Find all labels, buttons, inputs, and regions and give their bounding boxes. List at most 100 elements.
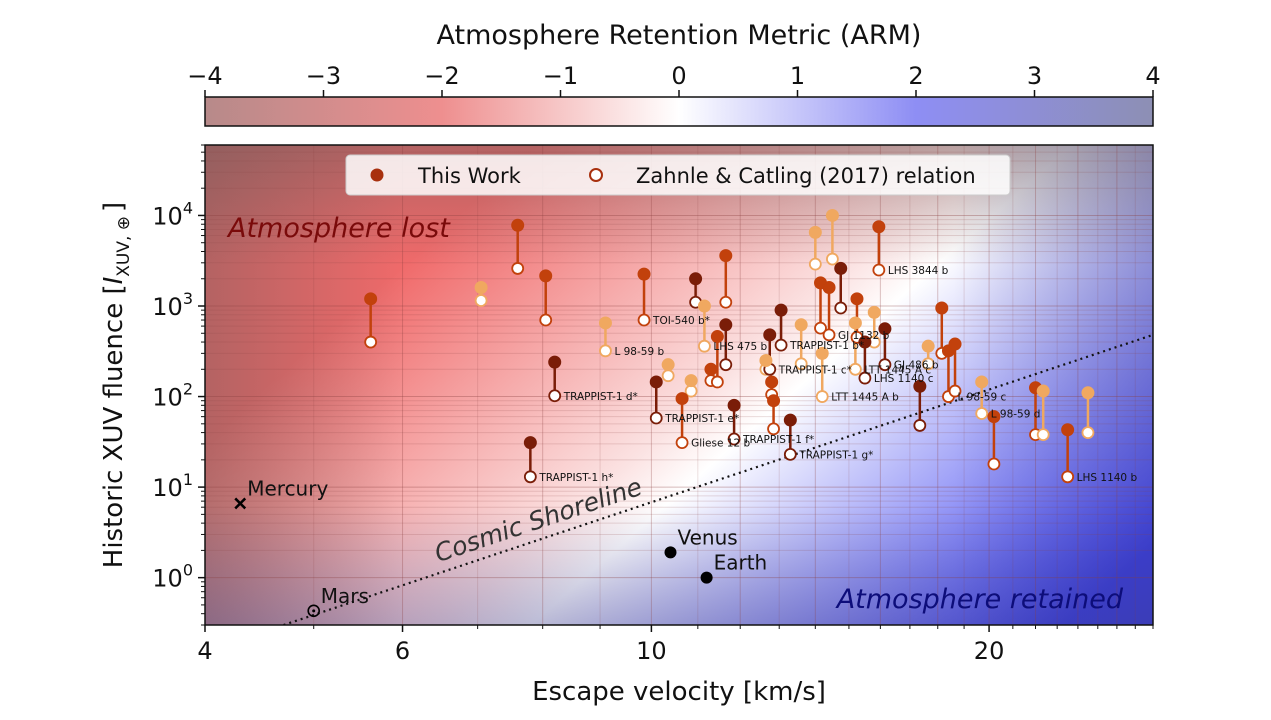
this-work-point <box>649 375 663 389</box>
planet-label: LHS 1140 c <box>874 373 934 385</box>
legend-zahnle-label: Zahnle & Catling (2017) relation <box>636 164 976 188</box>
planet-label: TRAPPIST-1 f* <box>742 434 814 446</box>
zahnle-point <box>364 335 378 349</box>
planet-label: LTT 1445 A b <box>831 392 899 404</box>
colorbar-tick-label: 4 <box>1145 62 1160 90</box>
this-work-point <box>763 328 777 342</box>
colorbar-tick-label: 1 <box>790 62 805 90</box>
zahnle-point <box>783 447 797 461</box>
zahnle-point <box>822 328 836 342</box>
this-work-point <box>661 358 675 372</box>
x-tick-label: 6 <box>395 637 410 665</box>
this-work-point <box>511 218 525 232</box>
plot-frame <box>204 144 1154 626</box>
legend-this-work-marker <box>370 168 384 182</box>
zahnle-point <box>921 357 935 371</box>
this-work-point <box>935 301 949 315</box>
zahnle-point <box>1081 426 1095 439</box>
zahnle-point <box>599 344 612 358</box>
zahnle-point <box>719 295 733 309</box>
legend: This Work Zahnle & Catling (2017) relati… <box>345 154 1011 196</box>
planet-label: TRAPPIST-1 c* <box>778 364 852 376</box>
planet-label: LHS 3844 b <box>888 265 949 277</box>
zahnle-point <box>661 369 675 383</box>
this-work-point <box>987 410 1001 424</box>
zahnle-point <box>872 263 886 277</box>
legend-box <box>345 154 1011 196</box>
x-axis-label: Escape velocity [km/s] <box>532 677 826 707</box>
this-work-point <box>539 269 553 283</box>
planet-label: TRAPPIST-1 d* <box>563 391 638 403</box>
y-axis-label: Historic XUV fluence [IXUV, ⊕] <box>99 202 134 568</box>
solar-body-label: Mercury <box>247 476 328 500</box>
zahnle-point <box>848 362 862 376</box>
this-work-point <box>767 394 781 408</box>
zahnle-point <box>548 389 562 403</box>
this-work-point <box>921 339 935 353</box>
zahnle-point <box>675 436 689 450</box>
zahnle-point <box>878 358 892 372</box>
colorbar-tick-label: 3 <box>1027 62 1042 90</box>
zahnle-point <box>858 371 872 385</box>
legend-zahnle-marker <box>589 168 603 182</box>
planet-label: L 98-59 d <box>991 408 1041 420</box>
colorbar-tick-label: 2 <box>908 62 923 90</box>
this-work-point <box>765 375 779 389</box>
this-work-point <box>1036 384 1050 398</box>
this-work-point <box>523 436 537 450</box>
zahnle-point <box>815 390 829 403</box>
this-work-point <box>948 337 962 351</box>
planet-label: TRAPPIST-1 b* <box>789 340 864 352</box>
this-work-point <box>710 330 724 344</box>
atmosphere-retained-label: Atmosphere retained <box>835 584 1124 615</box>
this-work-point <box>697 299 711 313</box>
y-tick-label: 104 <box>152 198 193 230</box>
colorbar-tick-label: −2 <box>424 62 459 90</box>
zahnle-point <box>987 457 1001 471</box>
solar-body-marker <box>700 571 713 584</box>
zahnle-point <box>637 313 651 327</box>
shoreline-line <box>283 333 1153 625</box>
planet-label: GJ 486 b <box>894 360 939 372</box>
legend-this-work-label: This Work <box>417 164 522 188</box>
this-work-point <box>1061 423 1075 437</box>
zahnle-point <box>767 422 780 436</box>
planet-label: Gliese 12 b <box>691 438 750 450</box>
this-work-point <box>822 281 836 295</box>
this-work-point <box>598 316 612 330</box>
planet-label: LHS 1140 b <box>1077 472 1138 484</box>
solar-body-label: Mars <box>321 584 369 608</box>
x-tick-label: 4 <box>197 637 212 665</box>
this-work-point <box>1081 386 1095 400</box>
this-work-point <box>689 272 703 286</box>
this-work-point <box>675 392 689 406</box>
this-work-point <box>704 362 718 376</box>
zahnle-point <box>474 294 488 307</box>
solar-body-label: Earth <box>714 551 768 575</box>
colorbar-tick-label: −4 <box>187 62 222 90</box>
x-tick-label: 20 <box>974 637 1005 665</box>
zahnle-point <box>727 432 741 446</box>
planet-label: TRAPPIST-1 g* <box>798 449 873 461</box>
zahnle-point <box>975 407 989 420</box>
zahnle-point <box>808 257 822 271</box>
this-work-point <box>878 322 892 336</box>
planet-label: LTT 1445 A c <box>864 364 931 376</box>
zahnle-point <box>948 384 962 398</box>
this-work-point <box>774 303 788 317</box>
this-work-point <box>719 249 733 263</box>
colorbar-title: Atmosphere Retention Metric (ARM) <box>437 20 922 51</box>
y-tick-label: 103 <box>152 289 193 321</box>
this-work-point <box>364 292 378 306</box>
x-tick-label: 10 <box>636 637 667 665</box>
zahnle-point <box>523 470 537 484</box>
solar-body-marker <box>234 497 247 510</box>
zahnle-point <box>1061 470 1075 484</box>
plot-area: Cosmic Shoreline Atmosphere lost Atmosph… <box>152 144 1154 665</box>
colorbar-gradient <box>204 96 1154 127</box>
y-tick-label: 101 <box>152 470 193 502</box>
solar-body-marker-center <box>312 609 316 613</box>
colorbar-ticks: −4 −3 −2 −1 0 1 2 3 4 <box>187 62 1161 97</box>
zahnle-point <box>774 338 788 352</box>
